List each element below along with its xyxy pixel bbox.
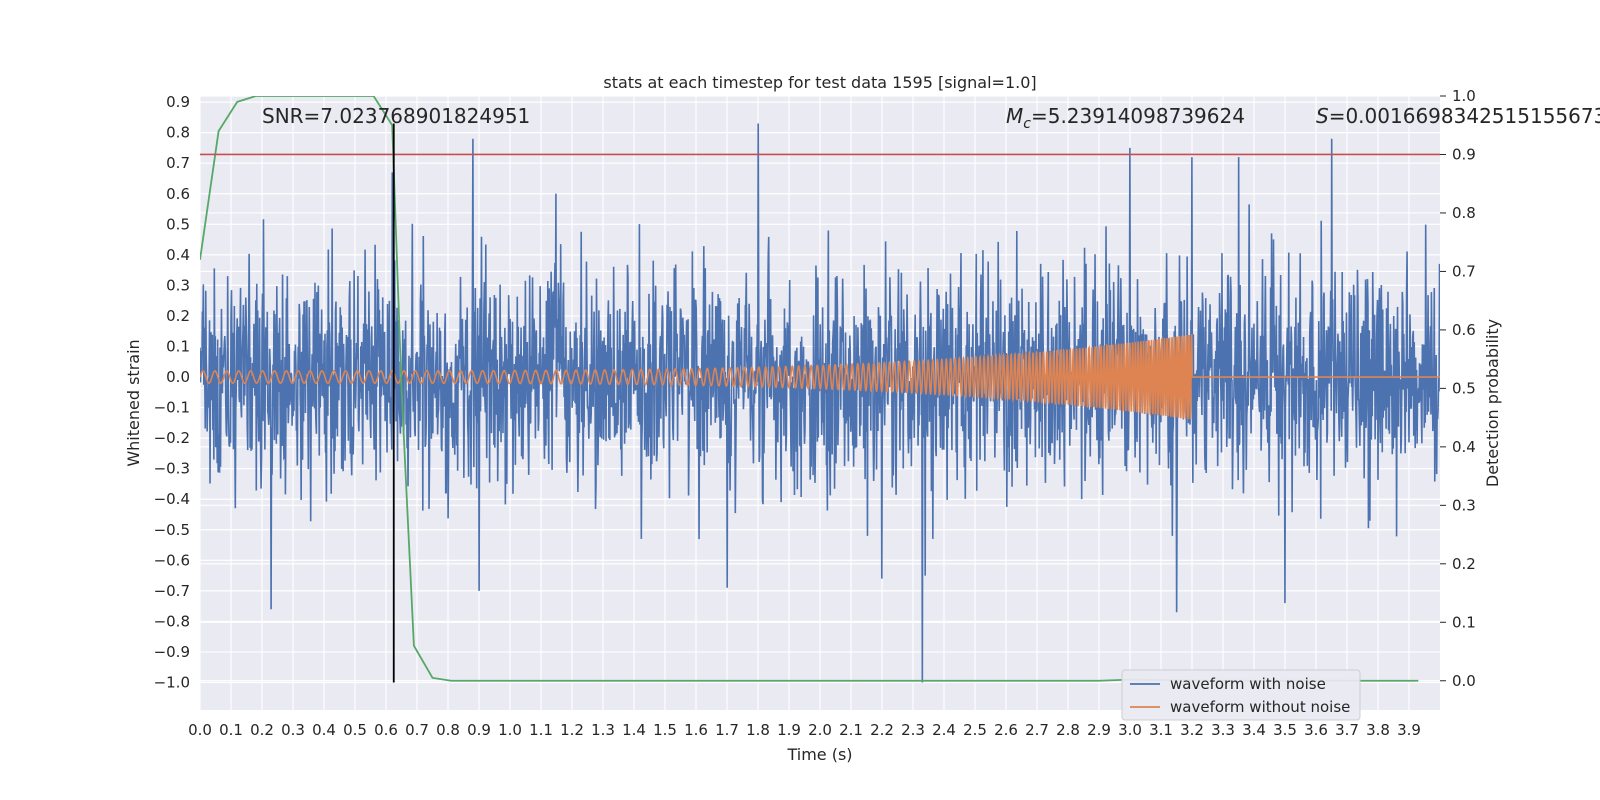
x-tick-label: 3.2 — [1180, 721, 1204, 739]
y-axis-right: 1.0 0.9 0.8 0.7 0.6 0.5 0.4 0.3 0.2 0.1 0.0 — [1440, 87, 1476, 690]
x-tick-label: 1.4 — [622, 721, 646, 739]
y-tick-label-right: 0.9 — [1452, 145, 1476, 163]
y-tick-label-right: 0.6 — [1452, 321, 1476, 339]
x-tick-label: 3.6 — [1304, 721, 1328, 739]
y-tick-label-right: 0.7 — [1452, 262, 1476, 280]
y-axis-left: 0.9 0.8 0.7 0.6 0.5 0.4 0.3 0.2 0.1 0.0 −0.1 −0.2 −0… — [154, 93, 190, 691]
x-tick-label: 3.7 — [1335, 721, 1359, 739]
x-tick-label: 3.4 — [1242, 721, 1266, 739]
y-tick-label-left: 0.5 — [166, 215, 190, 233]
y-tick-label-left: −0.5 — [154, 521, 190, 539]
x-tick-label: 1.0 — [498, 721, 522, 739]
x-tick-label: 0.4 — [312, 721, 336, 739]
y-tick-label-left: 0.8 — [166, 124, 190, 142]
y-tick-label-left: −0.3 — [154, 460, 190, 478]
y-tick-label-left: 0.7 — [166, 154, 190, 172]
x-tick-label: 2.5 — [963, 721, 987, 739]
y-tick-label-left: −0.4 — [154, 490, 190, 508]
x-tick-label: 2.4 — [932, 721, 956, 739]
y-tick-label-right: 0.5 — [1452, 379, 1476, 397]
x-tick-label: 0.9 — [467, 721, 491, 739]
y-tick-label-left: −0.7 — [154, 582, 190, 600]
y-tick-label-right: 1.0 — [1452, 87, 1476, 105]
x-tick-label: 3.0 — [1118, 721, 1142, 739]
x-tick-label: 0.0 — [188, 721, 212, 739]
chirp-mass-annotation: Mc=5.23914098739624 — [1006, 104, 1245, 132]
x-tick-label: 0.1 — [219, 721, 243, 739]
x-tick-label: 3.8 — [1366, 721, 1390, 739]
x-tick-label: 3.1 — [1149, 721, 1173, 739]
x-tick-label: 3.9 — [1397, 721, 1421, 739]
x-tick-label: 1.3 — [591, 721, 615, 739]
chart-title: stats at each timestep for test data 159… — [603, 73, 1036, 92]
snr-annotation: SNR=7.023768901824951 — [262, 104, 530, 128]
y-tick-label-left: −0.1 — [154, 399, 190, 417]
y-tick-label-left: −1.0 — [154, 674, 190, 692]
y-tick-label-left: 0.1 — [166, 337, 190, 355]
x-tick-label: 3.3 — [1211, 721, 1235, 739]
legend-box — [1121, 669, 1361, 721]
x-tick-label: 0.6 — [374, 721, 398, 739]
y-tick-label-left: 0.6 — [166, 185, 190, 203]
x-tick-label: 1.6 — [684, 721, 708, 739]
x-tick-label: 1.1 — [529, 721, 553, 739]
y-tick-label-right: 0.4 — [1452, 438, 1476, 456]
legend-entry: waveform with noise — [1170, 675, 1326, 693]
y-tick-label-right: 0.2 — [1452, 555, 1476, 573]
series-waveform-with-noise — [200, 123, 1440, 683]
x-tick-label: 1.7 — [715, 721, 739, 739]
x-tick-label: 1.9 — [777, 721, 801, 739]
x-tick-label: 2.9 — [1087, 721, 1111, 739]
y-tick-label-left: 0.2 — [166, 307, 190, 325]
x-tick-label: 1.2 — [560, 721, 584, 739]
y-tick-label-left: −0.6 — [154, 551, 190, 569]
y-tick-label-left: −0.2 — [154, 429, 190, 447]
legend-entry: waveform without noise — [1170, 698, 1350, 716]
x-tick-label: 1.8 — [746, 721, 770, 739]
series-waveform-without-noise — [200, 334, 1440, 420]
y-tick-label-left: 0.9 — [166, 93, 190, 111]
annotations: SNR=7.023768901824951 Mc=5.23914098739624… — [262, 104, 1600, 132]
y-tick-label-left: 0.4 — [166, 246, 190, 264]
x-axis: 0.0 0.1 0.2 0.3 0.4 0.5 0.6 0.7 0.8 0.9 1.0 1.1 1.2 1… — [188, 721, 1421, 739]
x-tick-label: 2.8 — [1056, 721, 1080, 739]
legend: waveform with noise waveform without nois… — [1121, 669, 1361, 721]
x-tick-label: 2.0 — [808, 721, 832, 739]
y-tick-label-right: 0.1 — [1452, 613, 1476, 631]
x-tick-label: 0.7 — [405, 721, 429, 739]
x-axis-label: Time (s) — [786, 745, 852, 764]
x-tick-label: 0.5 — [343, 721, 367, 739]
s-value-annotation: S=0.0016698342515155673 — [1316, 104, 1600, 128]
x-tick-label: 0.3 — [281, 721, 305, 739]
x-tick-label: 1.5 — [653, 721, 677, 739]
y-tick-label-left: 0.0 — [166, 368, 190, 386]
plot-area — [200, 96, 1440, 683]
y-axis-label-left: Whitened strain — [124, 339, 143, 466]
x-tick-label: 0.8 — [436, 721, 460, 739]
x-tick-label: 2.7 — [1025, 721, 1049, 739]
x-tick-label: 0.2 — [250, 721, 274, 739]
x-tick-label: 2.3 — [901, 721, 925, 739]
y-tick-label-right: 0.8 — [1452, 204, 1476, 222]
y-tick-label-left: −0.9 — [154, 643, 190, 661]
x-tick-label: 2.6 — [994, 721, 1018, 739]
y-tick-label-left: −0.8 — [154, 612, 190, 630]
x-tick-label: 2.1 — [839, 721, 863, 739]
x-tick-label: 3.5 — [1273, 721, 1297, 739]
y-tick-label-left: 0.3 — [166, 276, 190, 294]
y-tick-label-right: 0.3 — [1452, 496, 1476, 514]
y-tick-label-right: 0.0 — [1452, 672, 1476, 690]
y-axis-label-right: Detection probability — [1483, 319, 1502, 487]
series-detection-probability — [200, 96, 1419, 682]
x-tick-label: 2.2 — [870, 721, 894, 739]
